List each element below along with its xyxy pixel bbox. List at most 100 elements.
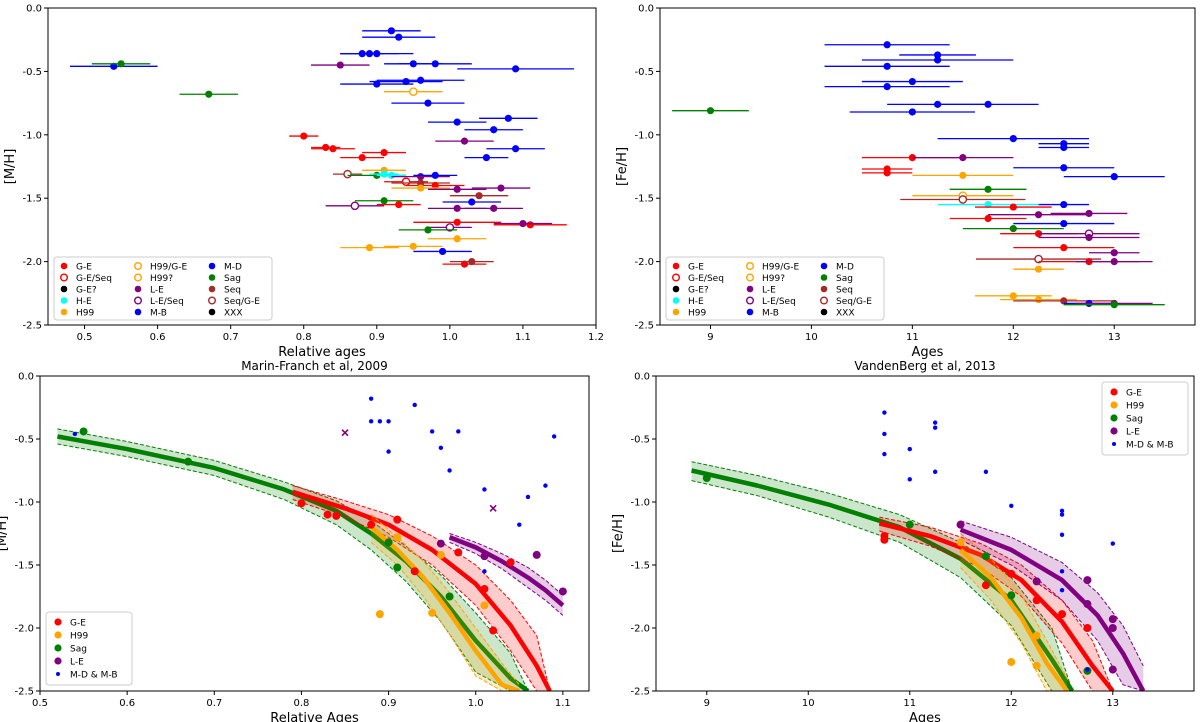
data-point <box>956 538 965 547</box>
data-point <box>983 469 989 474</box>
legend-label: M-D <box>224 263 242 273</box>
data-point <box>480 552 489 561</box>
legend-marker <box>208 262 216 270</box>
data-point <box>429 429 435 434</box>
data-point <box>512 145 520 153</box>
legend-label: Sag <box>70 645 87 655</box>
legend-label: Seq <box>224 286 241 296</box>
legend-label: Sag <box>836 274 853 284</box>
band-lower-G-E <box>879 530 1113 691</box>
legend-marker <box>134 308 142 316</box>
data-point <box>883 62 891 70</box>
x-tick-label: 13 <box>1108 332 1121 343</box>
data-point <box>380 148 388 157</box>
data-point <box>706 107 715 115</box>
axes-frame <box>47 7 597 326</box>
legend-marker <box>820 274 828 281</box>
band-G-E <box>292 485 550 691</box>
data-point <box>205 90 213 98</box>
data-point <box>907 477 912 482</box>
data-point <box>506 558 515 567</box>
x-tick-label: 0.7 <box>223 332 239 343</box>
series-line-H99 <box>959 548 1069 691</box>
data-point <box>1007 591 1016 600</box>
data-point <box>1032 661 1041 670</box>
legend-marker <box>672 308 680 316</box>
data-point <box>358 154 366 162</box>
legend-label: G-E <box>70 619 86 629</box>
band-upper-Sag <box>691 461 1073 691</box>
series-line-L-E <box>959 527 1146 691</box>
band-lower-H99 <box>370 541 520 691</box>
data-point <box>393 533 402 542</box>
data-point <box>882 431 887 437</box>
x-tick-label: 10 <box>802 698 815 709</box>
plot-area <box>691 410 1146 691</box>
legend-label: XXX <box>224 309 243 319</box>
data-point <box>375 610 384 619</box>
legend-marker <box>1110 401 1118 409</box>
data-point <box>453 118 461 126</box>
legend-label: H99 <box>1126 402 1144 412</box>
data-point <box>959 171 967 179</box>
legend-label: H99 <box>76 309 94 319</box>
legend-label: M-B <box>762 309 779 319</box>
data-point <box>504 114 512 122</box>
data-point <box>1060 244 1068 252</box>
legend-marker <box>133 296 142 305</box>
data-point <box>956 520 965 529</box>
data-point <box>1009 225 1017 233</box>
data-point <box>558 587 567 596</box>
data-point <box>373 50 381 58</box>
data-point <box>350 201 360 211</box>
x-tick-label: 0.7 <box>206 698 222 709</box>
x-axis-label: Ages <box>909 711 941 722</box>
data-point <box>933 51 942 59</box>
band-lower-H99 <box>960 567 1068 691</box>
x-tick-label: 1.1 <box>555 698 571 709</box>
data-point <box>332 511 341 520</box>
legend-marker <box>207 296 216 305</box>
legend-label: H99? <box>762 274 785 284</box>
data-point <box>428 608 437 617</box>
legend-marker <box>208 274 216 281</box>
data-point <box>424 99 432 107</box>
band-lower-G-E <box>292 499 550 691</box>
y-tick-label: 0.0 <box>638 4 654 15</box>
legend-marker <box>1110 414 1118 422</box>
data-point <box>981 581 990 590</box>
x-tick-label: 9 <box>707 332 713 343</box>
data-point <box>424 226 432 234</box>
data-point <box>1034 296 1043 304</box>
legend-label: M-D <box>836 263 854 273</box>
data-point <box>436 550 445 559</box>
data-point <box>984 214 992 223</box>
x-tick-label: 1.0 <box>468 698 484 709</box>
legend-marker <box>133 273 142 282</box>
data-point <box>1009 503 1014 508</box>
legend-label: Sag <box>1126 415 1143 425</box>
cross-marker <box>341 429 349 437</box>
legend-marker <box>56 672 60 676</box>
legend-marker <box>672 262 680 270</box>
data-point <box>329 145 337 153</box>
legend-label: M-D & M-B <box>70 671 118 681</box>
y-tick-label: -1.5 <box>634 194 654 205</box>
band-L-E <box>449 533 563 616</box>
legend-label: XXX <box>836 309 855 319</box>
chart-title: Marin-Franch et al, 2009 <box>241 359 388 373</box>
data-point <box>1007 658 1016 667</box>
chart-title: VandenBerg et al, 2013 <box>854 359 995 373</box>
data-point <box>1032 631 1041 640</box>
data-point <box>387 27 396 35</box>
series-line-G-E <box>292 489 552 691</box>
data-point <box>453 204 461 212</box>
band-upper-G-E <box>292 485 551 691</box>
data-point <box>417 184 425 192</box>
data-point <box>323 510 332 519</box>
data-point <box>1009 135 1017 143</box>
data-point <box>365 244 374 252</box>
data-point <box>412 402 417 408</box>
legend: G-E H99 Sag L-E M-D & M-B <box>45 611 133 686</box>
data-point <box>984 200 992 209</box>
